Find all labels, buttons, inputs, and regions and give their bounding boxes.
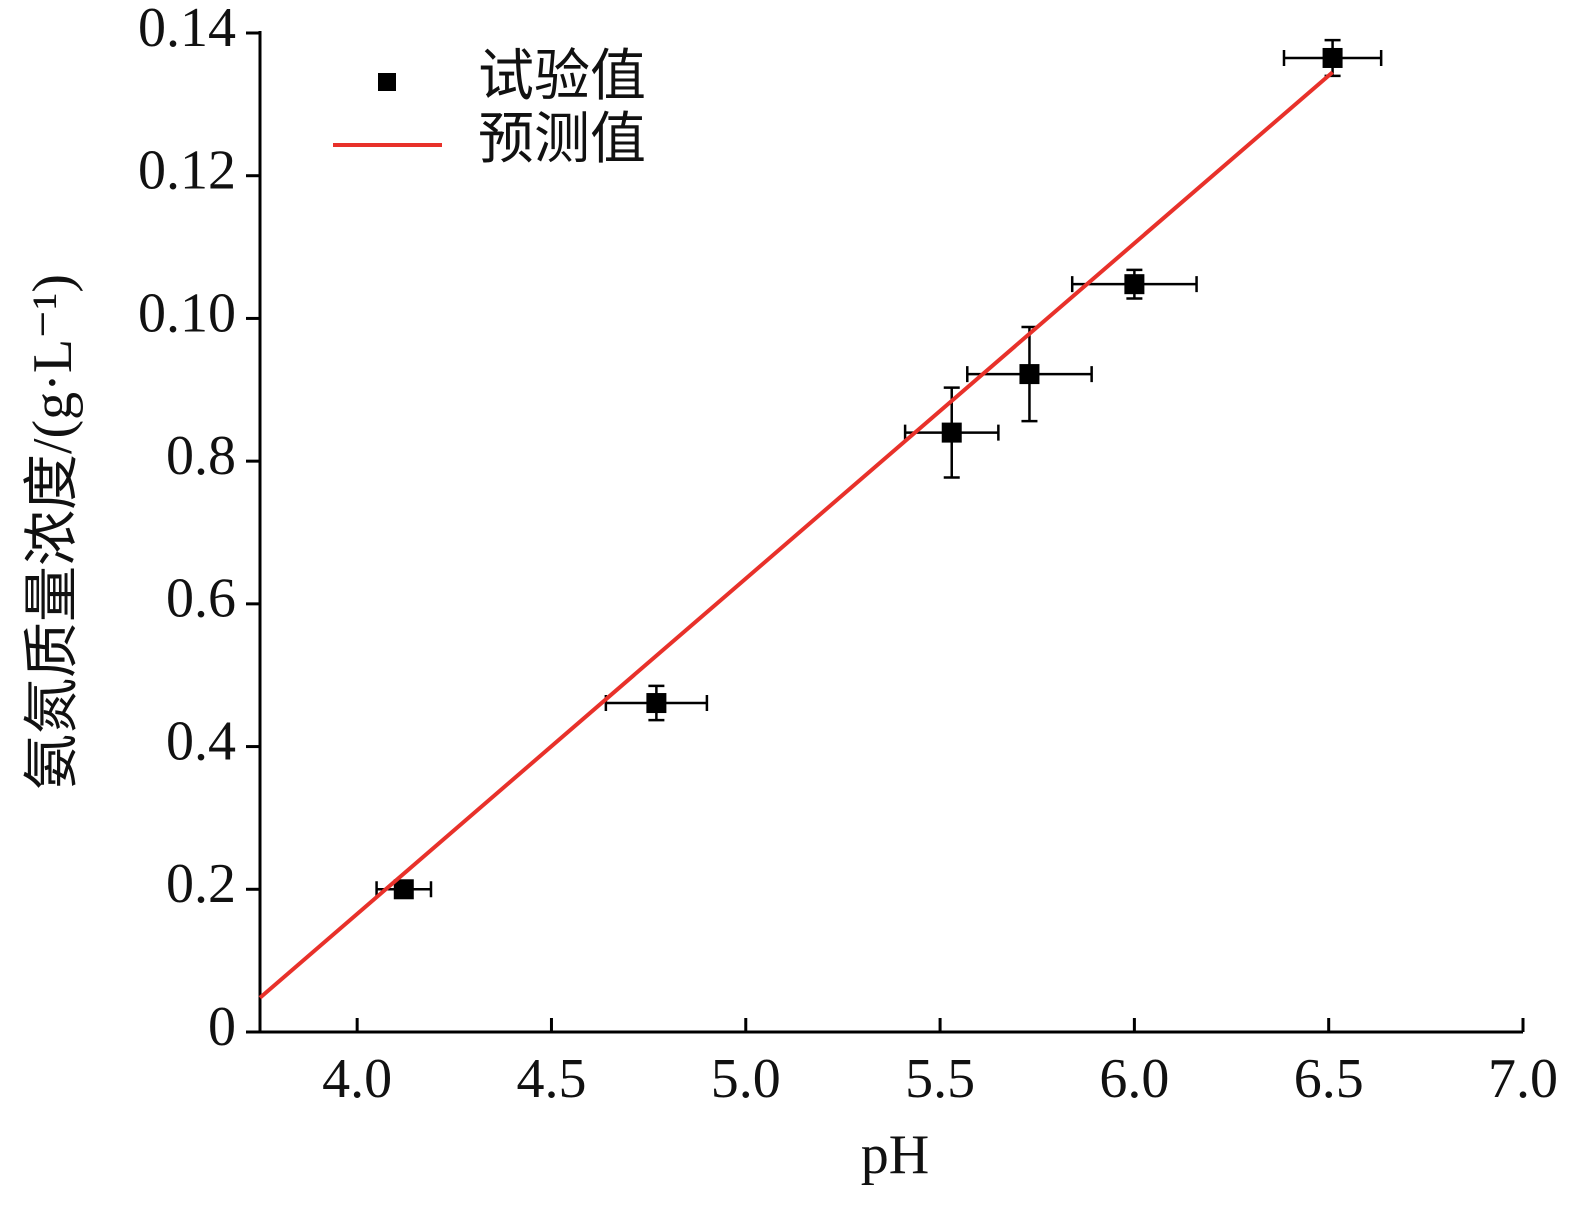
y-tick-label: 0.6	[166, 568, 236, 630]
fit-line	[258, 70, 1334, 1000]
x-axis-label: pH	[861, 1124, 929, 1186]
x-tick-label: 6.0	[1099, 1048, 1169, 1110]
data-point	[1124, 274, 1145, 295]
data-point	[941, 422, 962, 443]
legend-label: 试验值	[478, 46, 646, 108]
y-tick-label: 0	[208, 996, 236, 1058]
x-tick-label: 4.5	[516, 1048, 586, 1110]
data-point	[1322, 47, 1343, 68]
y-tick-label: 0.14	[138, 0, 236, 59]
x-tick-label: 7.0	[1488, 1048, 1558, 1110]
legend-marker	[378, 73, 396, 91]
x-tick-label: 5.0	[711, 1048, 781, 1110]
data-point	[393, 879, 414, 900]
x-tick-label: 5.5	[905, 1048, 975, 1110]
y-axis-label: 氨氮质量浓度/(g·L⁻¹)	[22, 274, 84, 790]
x-tick-label: 6.5	[1294, 1048, 1364, 1110]
y-tick-label: 0.4	[166, 710, 236, 772]
y-tick-label: 0.12	[138, 140, 236, 202]
y-tick-label: 0.10	[138, 282, 236, 344]
data-point	[646, 693, 667, 714]
legend-label: 预测值	[478, 109, 646, 171]
data-point	[1019, 364, 1040, 385]
x-tick-label: 4.0	[322, 1048, 392, 1110]
y-tick-label: 0.2	[166, 853, 236, 915]
y-tick-label: 0.8	[166, 425, 236, 487]
